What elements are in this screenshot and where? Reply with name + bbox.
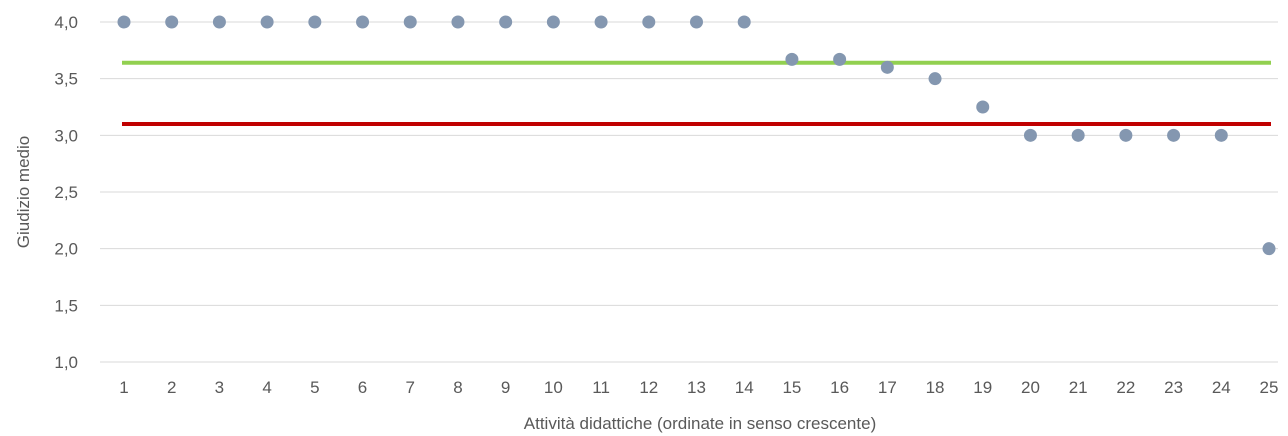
gridlines: [100, 21, 1278, 363]
data-point: [1167, 128, 1181, 142]
data-point: [833, 52, 847, 66]
x-tick-label: 25: [1260, 378, 1279, 397]
x-tick-label: 19: [973, 378, 992, 397]
x-tick-label: 12: [639, 378, 658, 397]
reference-lines: [122, 60, 1271, 126]
data-point: [880, 60, 894, 74]
x-tick-label: 4: [262, 378, 271, 397]
data-point: [1214, 128, 1228, 142]
data-point: [1262, 242, 1276, 256]
y-tick-label: 2,5: [54, 183, 78, 202]
x-tick-label: 10: [544, 378, 563, 397]
x-tick-label: 16: [830, 378, 849, 397]
data-point: [403, 15, 417, 29]
x-tick-label: 13: [687, 378, 706, 397]
y-tick-label: 3,0: [54, 126, 78, 145]
x-tick-label: 24: [1212, 378, 1231, 397]
data-point: [928, 72, 942, 86]
x-tick-label: 1: [119, 378, 128, 397]
data-point: [546, 15, 560, 29]
data-point: [1071, 128, 1085, 142]
x-tick-label: 14: [735, 378, 754, 397]
x-tick-label: 22: [1116, 378, 1135, 397]
data-point: [1119, 128, 1133, 142]
x-tick-label: 6: [358, 378, 367, 397]
data-point: [260, 15, 274, 29]
data-point: [1023, 128, 1037, 142]
y-tick-label: 3,5: [54, 70, 78, 89]
data-point: [737, 15, 751, 29]
y-tick-label: 1,0: [54, 353, 78, 372]
x-tick-label: 5: [310, 378, 319, 397]
y-tick-label: 4,0: [54, 13, 78, 32]
y-tick-label: 1,5: [54, 296, 78, 315]
data-point: [308, 15, 322, 29]
x-tick-label: 18: [926, 378, 945, 397]
data-point: [594, 15, 608, 29]
x-tick-label: 17: [878, 378, 897, 397]
data-point: [117, 15, 131, 29]
data-point: [785, 52, 799, 66]
x-axis-ticks: 1 2 3 4 5 6 7 8 9 10 11 12 13 14 15 16 17 18 19 20 21 22 23 24 2…: [119, 378, 1278, 397]
x-tick-label: 20: [1021, 378, 1040, 397]
data-point: [165, 15, 179, 29]
y-tick-label: 2,0: [54, 240, 78, 259]
x-tick-label: 23: [1164, 378, 1183, 397]
x-tick-label: 3: [215, 378, 224, 397]
y-axis-title: Giudizio medio: [14, 136, 33, 248]
data-point: [499, 15, 513, 29]
data-point: [642, 15, 656, 29]
data-point: [690, 15, 703, 29]
data-point: [451, 15, 465, 29]
x-tick-label: 8: [453, 378, 462, 397]
x-axis-title: Attività didattiche (ordinate in senso c…: [524, 414, 876, 433]
data-points: [117, 15, 1276, 256]
x-tick-label: 7: [406, 378, 415, 397]
x-tick-label: 9: [501, 378, 510, 397]
data-point: [356, 15, 370, 29]
x-tick-label: 11: [592, 378, 610, 397]
x-tick-label: 21: [1069, 378, 1088, 397]
x-tick-label: 2: [167, 378, 176, 397]
data-point: [212, 15, 226, 29]
x-tick-label: 15: [782, 378, 801, 397]
y-axis-ticks: 1,0 1,5 2,0 2,5 3,0 3,5 4,0: [54, 13, 78, 372]
data-point: [976, 100, 990, 114]
